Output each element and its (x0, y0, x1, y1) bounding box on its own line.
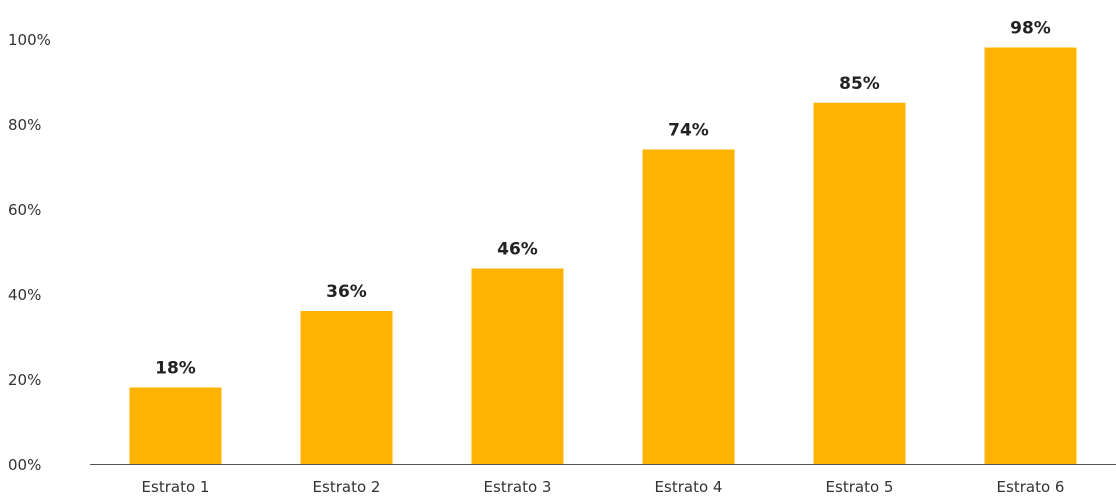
y-tick-label: 60% (8, 201, 41, 219)
bar (813, 102, 906, 464)
y-axis-ticks: 00% 20% 40% 60% 80% 100% (8, 31, 51, 474)
bar-value-label: 98% (1010, 19, 1051, 39)
x-category-label: Estrato 1 (142, 478, 210, 496)
y-tick-label: 00% (8, 456, 41, 474)
bar-value-label: 18% (155, 359, 196, 379)
y-tick-label: 80% (8, 116, 41, 134)
bar (129, 387, 222, 464)
bar (471, 268, 564, 464)
bar-value-label: 36% (326, 282, 367, 302)
value-labels-group: 18% 36% 46% 74% 85% 98% (155, 19, 1051, 379)
bar (642, 149, 735, 464)
bars-group (129, 47, 1077, 464)
x-category-label: Estrato 6 (997, 478, 1065, 496)
bar-value-label: 85% (839, 74, 880, 94)
bar-value-label: 46% (497, 240, 538, 260)
x-category-label: Estrato 2 (313, 478, 381, 496)
bar (984, 47, 1077, 464)
bar-value-label: 74% (668, 121, 709, 141)
x-category-label: Estrato 5 (826, 478, 894, 496)
y-tick-label: 20% (8, 371, 41, 389)
x-category-label: Estrato 3 (484, 478, 552, 496)
x-axis-category-labels: Estrato 1 Estrato 2 Estrato 3 Estrato 4 Estr… (142, 478, 1065, 496)
bar (300, 311, 393, 464)
x-category-label: Estrato 4 (655, 478, 723, 496)
y-tick-label: 40% (8, 286, 41, 304)
y-tick-label: 100% (8, 31, 51, 49)
